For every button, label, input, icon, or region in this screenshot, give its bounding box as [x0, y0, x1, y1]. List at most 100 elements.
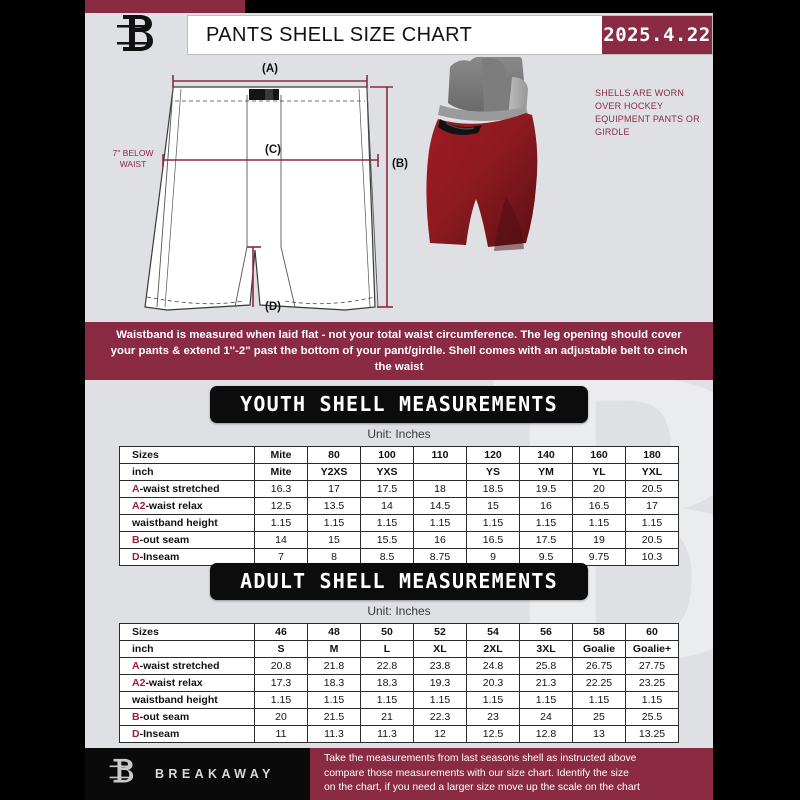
row-label: A-waist stretched [119, 480, 255, 498]
top-strip [85, 0, 713, 13]
table-cell: 16.5 [572, 497, 626, 515]
adult-section: ADULT SHELL MEASUREMENTS Unit: Inches Si… [85, 563, 713, 743]
table-cell: 50 [360, 623, 414, 641]
row-label-letter: B [132, 711, 140, 723]
row-label: A2-waist relax [119, 674, 255, 692]
table-cell: 1.15 [572, 514, 626, 532]
breakaway-b-logo-icon [113, 11, 165, 59]
shell-usage-note: SHELLS ARE WORN OVER HOCKEY EQUIPMENT PA… [595, 88, 700, 138]
table-cell: 18 [413, 480, 467, 498]
table-cell: 1.15 [572, 691, 626, 709]
table-cell: 12.5 [466, 725, 520, 743]
table-cell: 1.15 [307, 691, 361, 709]
top-strip-black [245, 0, 713, 13]
pants-technical-drawing: (A) (B) (C) (D) 7'' BELOW WAIST [112, 63, 408, 313]
adult-size-table: Sizes 46 48 50 52 54 56 58 60 inch S M L XL 2XL 3XL Goal… [119, 623, 679, 743]
row-label: inch [119, 640, 255, 658]
chart-date-badge: 2025.4.22 [602, 16, 712, 54]
table-row: inch Mite Y2XS YXS YS YM YL YXL [119, 463, 679, 481]
table-cell: 20.5 [625, 480, 679, 498]
svg-text:(D): (D) [265, 301, 281, 313]
table-cell: 21.8 [307, 657, 361, 675]
table-cell: YXL [625, 463, 679, 481]
table-cell: 1.15 [625, 691, 679, 709]
table-cell: 1.15 [466, 691, 520, 709]
adult-section-title: ADULT SHELL MEASUREMENTS [210, 563, 588, 600]
table-cell: 21.3 [519, 674, 573, 692]
footer-line-2: compare those measurements with our size… [324, 767, 629, 779]
table-cell: 58 [572, 623, 626, 641]
table-cell: YXS [360, 463, 414, 481]
table-cell: 20.8 [254, 657, 308, 675]
title-bar: PANTS SHELL SIZE CHART 2025.4.22 [187, 15, 713, 55]
brand-name: BREAKAWAY [155, 767, 275, 781]
youth-size-table: Sizes Mite 80 100 110 120 140 160 180 inch Mite Y2X… [119, 446, 679, 566]
table-cell [413, 463, 467, 481]
measurement-instructions-banner: Waistband is measured when laid flat - n… [85, 322, 713, 380]
row-label: D-Inseam [119, 725, 255, 743]
youth-section-title: YOUTH SHELL MEASUREMENTS [210, 386, 588, 423]
adult-unit-label: Unit: Inches [367, 604, 431, 618]
table-row: A2-waist relax 12.5 13.5 14 14.5 15 16 16.5 17 [119, 497, 679, 515]
row-label: waistband height [119, 691, 255, 709]
row-label-letter: A2 [132, 500, 146, 512]
table-cell: 48 [307, 623, 361, 641]
table-row: D-Inseam 11 11.3 11.3 12 12.5 12.8 13 13.25 [119, 725, 679, 743]
table-row: waistband height 1.15 1.15 1.15 1.15 1.15 1.15… [119, 691, 679, 709]
table-row: Sizes Mite 80 100 110 120 140 160 180 [119, 446, 679, 464]
table-cell: 23.25 [625, 674, 679, 692]
table-cell: 14 [254, 531, 308, 549]
table-row: A2-waist relax 17.3 18.3 18.3 19.3 20.3 21.3 22… [119, 674, 679, 692]
table-cell: 1.15 [413, 691, 467, 709]
table-cell: 100 [360, 446, 414, 464]
table-cell: 1.15 [254, 514, 308, 532]
row-label: waistband height [119, 514, 255, 532]
youth-section: YOUTH SHELL MEASUREMENTS Unit: Inches Si… [85, 386, 713, 566]
table-cell: 18.5 [466, 480, 520, 498]
table-cell: 12.8 [519, 725, 573, 743]
top-strip-maroon [85, 0, 245, 13]
table-cell: 27.75 [625, 657, 679, 675]
row-label: D-Inseam [119, 548, 255, 566]
table-cell: 46 [254, 623, 308, 641]
table-row: inch S M L XL 2XL 3XL Goalie Goalie+ [119, 640, 679, 658]
table-cell: 24 [519, 708, 573, 726]
svg-text:(A): (A) [262, 63, 278, 75]
row-label-letter: A [132, 483, 140, 495]
size-chart-page: B PANTS SHELL SIZE CHART 2025.4.22 [85, 0, 713, 800]
svg-text:WAIST: WAIST [120, 159, 147, 169]
table-cell: YM [519, 463, 573, 481]
table-cell: 23 [466, 708, 520, 726]
row-label: A-waist stretched [119, 657, 255, 675]
table-cell: 140 [519, 446, 573, 464]
table-cell: XL [413, 640, 467, 658]
table-cell: 1.15 [466, 514, 520, 532]
table-cell: 19.5 [519, 480, 573, 498]
table-cell: 20.3 [466, 674, 520, 692]
table-cell: 1.15 [413, 514, 467, 532]
row-label-letter: B [132, 534, 140, 546]
youth-unit-label: Unit: Inches [367, 427, 431, 441]
table-cell: S [254, 640, 308, 658]
table-row: B-out seam 14 15 15.5 16 16.5 17.5 19 20.5 [119, 531, 679, 549]
table-cell: 11.3 [307, 725, 361, 743]
table-cell: 14.5 [413, 497, 467, 515]
table-cell: 120 [466, 446, 520, 464]
table-cell: 20 [572, 480, 626, 498]
table-row: D-Inseam 7 8 8.5 8.75 9 9.5 9.75 10.3 [119, 548, 679, 566]
table-cell: 13.25 [625, 725, 679, 743]
page-header: PANTS SHELL SIZE CHART 2025.4.22 [85, 13, 713, 57]
table-cell: 10.3 [625, 548, 679, 566]
footer-brand: BREAKAWAY [85, 748, 310, 800]
footer-line-1: Take the measurements from last seasons … [324, 752, 637, 764]
table-cell: 180 [625, 446, 679, 464]
table-cell: 25 [572, 708, 626, 726]
table-cell: YS [466, 463, 520, 481]
svg-text:(C): (C) [265, 144, 281, 156]
table-cell: 22.3 [413, 708, 467, 726]
table-cell: 22.25 [572, 674, 626, 692]
table-row: A-waist stretched 16.3 17 17.5 18 18.5 19.5 20 2… [119, 480, 679, 498]
page-footer: BREAKAWAY Take the measurements from las… [85, 748, 713, 800]
table-cell: 19 [572, 531, 626, 549]
table-cell: 17.5 [360, 480, 414, 498]
